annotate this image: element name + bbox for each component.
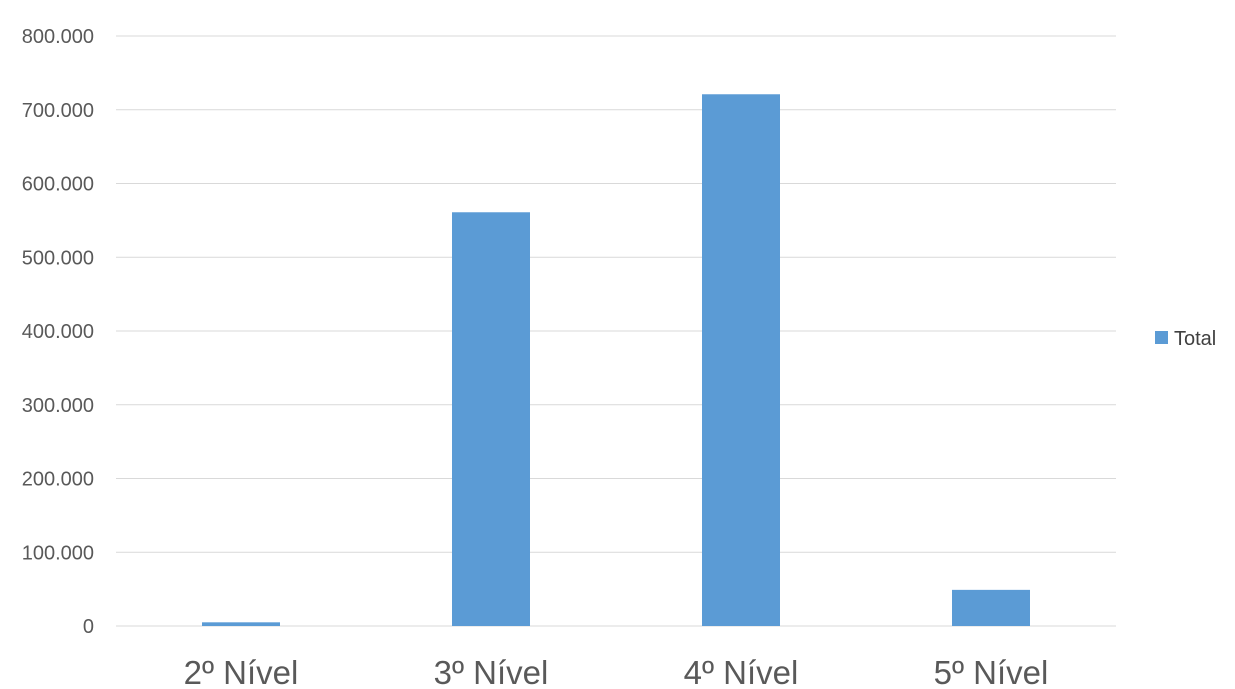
y-axis-tick-labels: 0 100.000 200.000 300.000 400.000 500.000 600.…	[22, 26, 94, 638]
legend: Total	[1155, 328, 1216, 350]
y-tick-label: 500.000	[22, 247, 94, 269]
legend-label-total: Total	[1174, 328, 1216, 350]
y-tick-label: 800.000	[22, 26, 94, 48]
y-tick-label: 300.000	[22, 395, 94, 417]
bar	[202, 622, 280, 626]
y-tick-label: 0	[83, 616, 94, 638]
bar	[702, 94, 780, 626]
x-axis-tick-labels: 2º Nível 3º Nível 4º Nível 5º Nível	[184, 654, 1049, 689]
y-tick-label: 200.000	[22, 469, 94, 491]
y-tick-label: 600.000	[22, 174, 94, 196]
y-tick-label: 400.000	[22, 321, 94, 343]
bar	[452, 212, 530, 626]
y-tick-label: 100.000	[22, 542, 94, 564]
bars	[202, 94, 1030, 626]
y-tick-label: 700.000	[22, 100, 94, 122]
x-tick-label: 5º Nível	[934, 654, 1049, 689]
gridlines	[116, 35, 1116, 627]
x-tick-label: 2º Nível	[184, 654, 299, 689]
legend-swatch-total	[1155, 331, 1168, 344]
bar	[952, 589, 1030, 626]
x-tick-label: 4º Nível	[684, 654, 799, 689]
x-tick-label: 3º Nível	[434, 654, 549, 689]
